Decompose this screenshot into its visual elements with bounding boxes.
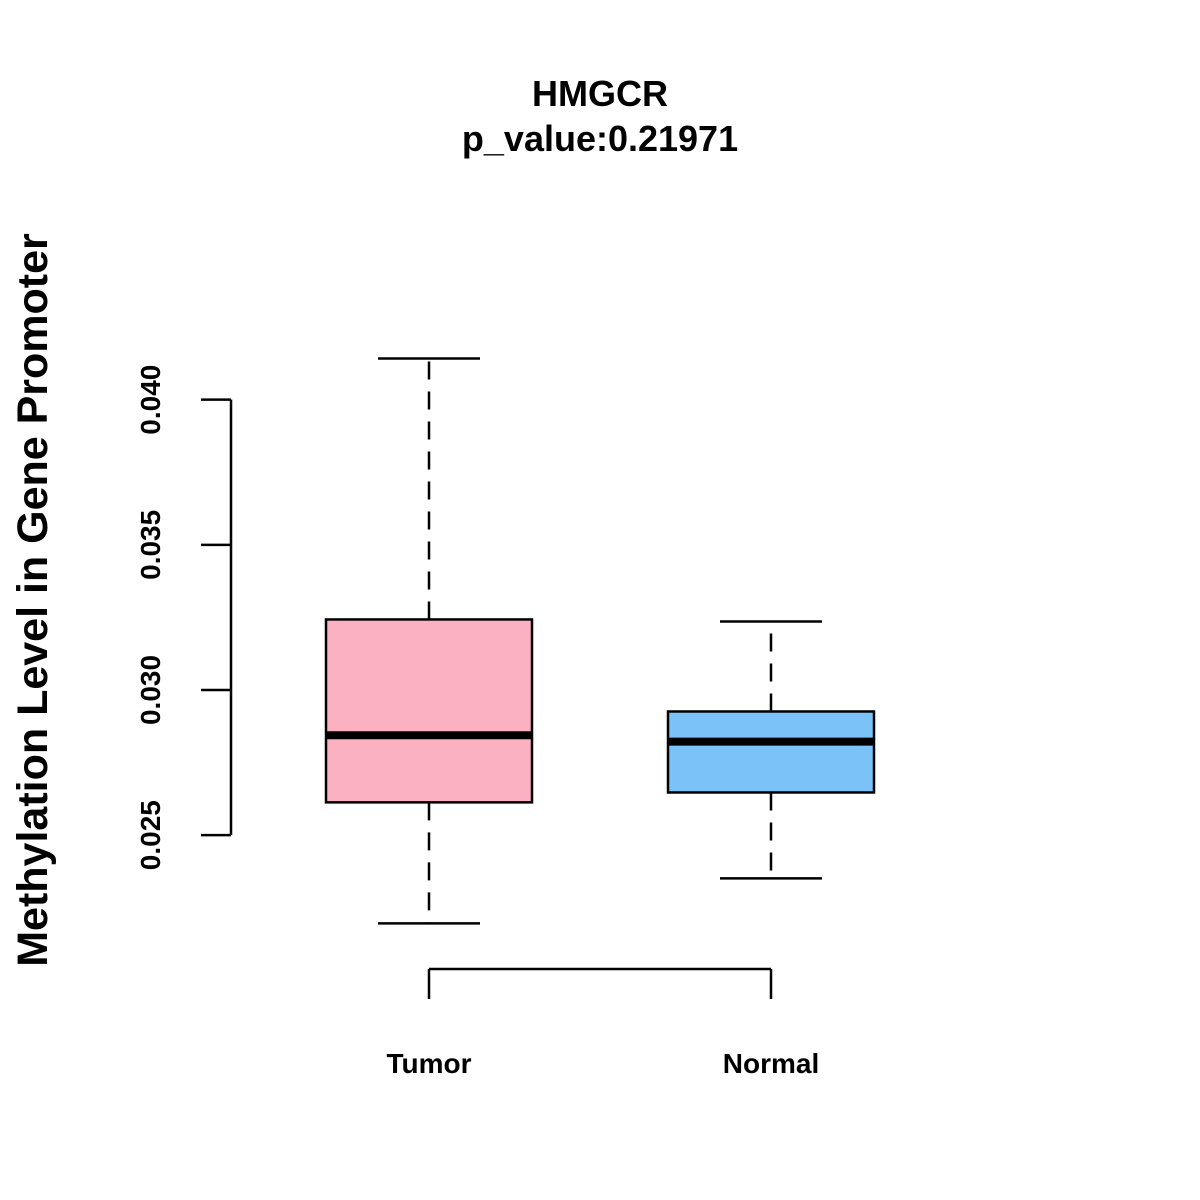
chart-subtitle: p_value:0.21971 <box>462 118 738 159</box>
x-tick-label: Tumor <box>386 1048 471 1079</box>
x-tick-label: Normal <box>723 1048 819 1079</box>
box-iqr <box>324 618 534 804</box>
box-iqr <box>666 710 876 794</box>
box-normal <box>666 620 876 880</box>
y-tick-label: 0.035 <box>135 510 166 580</box>
y-axis: 0.025 0.030 0.035 0.040 <box>135 365 233 870</box>
x-axis: Tumor Normal <box>386 967 819 1079</box>
box-tumor <box>324 357 534 925</box>
boxes <box>324 357 876 925</box>
y-axis-label: Methylation Level in Gene Promoter <box>9 233 57 967</box>
chart-title: HMGCR <box>532 73 668 114</box>
y-tick-label: 0.030 <box>135 655 166 725</box>
y-tick-label: 0.040 <box>135 365 166 435</box>
y-tick-label: 0.025 <box>135 800 166 870</box>
